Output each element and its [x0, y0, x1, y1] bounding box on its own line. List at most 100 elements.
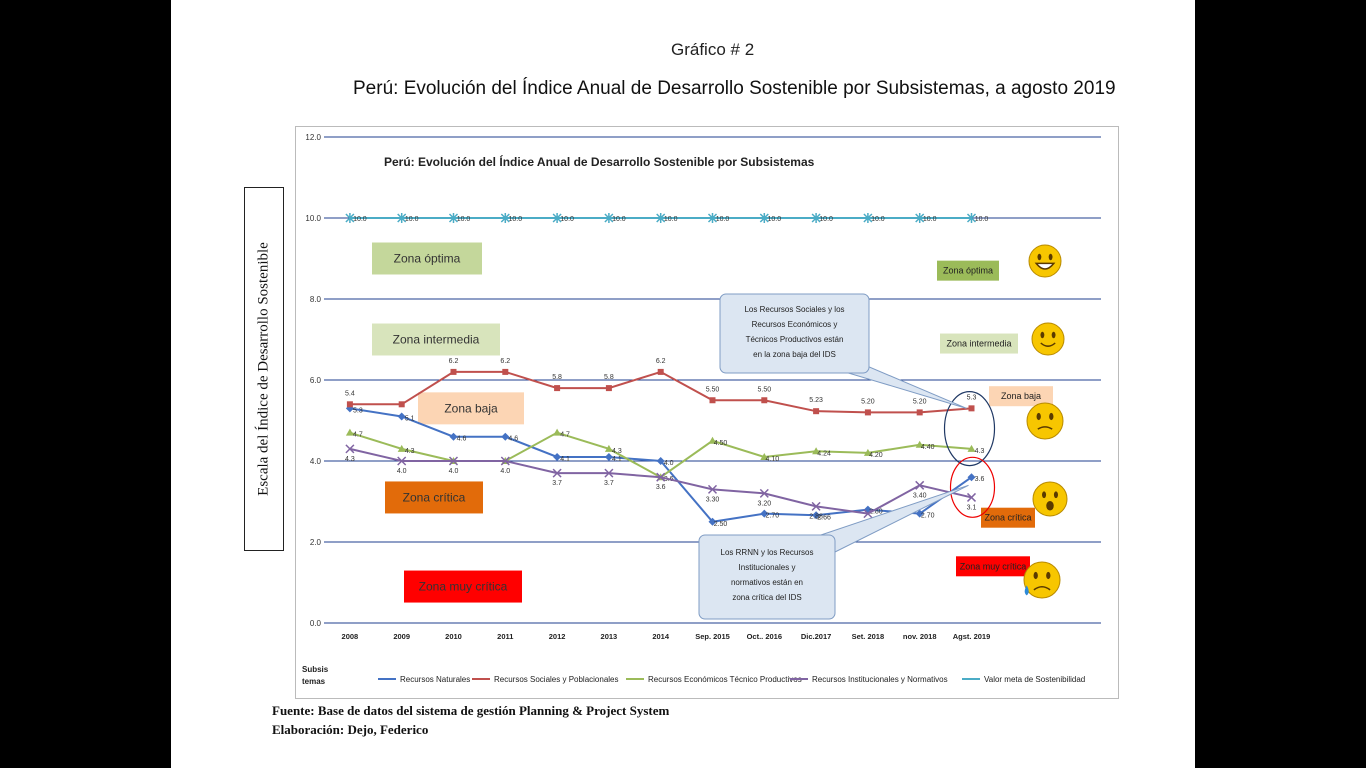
- data-point: [707, 213, 718, 223]
- legend-title: Subsis: [302, 665, 329, 674]
- data-point: [761, 397, 768, 404]
- callout-text: Los Recursos Sociales y los: [744, 305, 844, 314]
- right-zone-box: [956, 556, 1030, 577]
- legend-label: Recursos Institucionales y Normativos: [812, 675, 948, 684]
- data-label: 3.1: [967, 504, 977, 511]
- data-label: 5.50: [757, 386, 771, 393]
- shocked-face-icon: [1032, 481, 1068, 517]
- x-tick-label: 2013: [601, 632, 618, 641]
- zone-box: [418, 392, 524, 425]
- data-label: 4.1: [612, 456, 622, 463]
- data-point: [709, 397, 716, 404]
- right-zone-label: Zona baja: [1001, 391, 1041, 401]
- data-point: [759, 213, 769, 223]
- x-tick-label: 2011: [497, 632, 513, 641]
- callout-text: en la zona baja del IDS: [753, 350, 836, 359]
- data-label: 5.8: [604, 374, 614, 381]
- data-label: 5.50: [706, 386, 720, 393]
- data-label: 10.0: [405, 216, 419, 223]
- data-point: [345, 213, 355, 223]
- data-point: [812, 511, 821, 520]
- data-label: 2.50: [714, 521, 728, 528]
- data-point: [759, 488, 769, 498]
- zone-box: [385, 481, 483, 514]
- data-point: [604, 468, 614, 478]
- data-label: 4.20: [869, 452, 883, 459]
- data-point: [398, 401, 405, 408]
- data-label: 4.0: [397, 468, 407, 475]
- data-point: [967, 444, 976, 452]
- data-label: 4.6: [508, 436, 518, 443]
- legend-label: Recursos Naturales: [400, 675, 470, 684]
- data-label: 10.0: [716, 216, 730, 223]
- data-label: 10.0: [819, 216, 833, 223]
- data-label: 6.2: [500, 358, 510, 365]
- x-tick-label: 2008: [342, 632, 359, 641]
- data-point: [657, 368, 664, 375]
- data-point: [553, 428, 562, 436]
- data-label: 10.0: [353, 216, 367, 223]
- zone-label: Zona baja: [444, 401, 498, 415]
- data-point: [397, 456, 407, 466]
- chart-title: Perú: Evolución del Índice Anual de Desa…: [384, 154, 815, 169]
- data-label: 2.70: [921, 513, 935, 520]
- data-point: [915, 213, 925, 223]
- data-point: [500, 213, 510, 223]
- data-label: 4.24: [817, 450, 831, 457]
- data-point: [966, 492, 977, 502]
- right-zone-box: [981, 507, 1035, 528]
- y-tick-label: 4.0: [310, 457, 322, 466]
- data-label: 3.6: [656, 484, 666, 491]
- worried-face-icon-eye: [1036, 412, 1041, 421]
- data-point: [604, 444, 613, 452]
- callout-box: [719, 293, 870, 374]
- x-tick-label: Sep. 2015: [695, 632, 730, 641]
- worried-face-icon: [1026, 402, 1064, 440]
- smiling-face-icon-eye: [1040, 331, 1045, 339]
- data-label: 3.30: [706, 496, 720, 503]
- zone-label: Zona muy crítica: [419, 580, 508, 594]
- slide: Gráfico # 2 Perú: Evolución del Índice A…: [171, 0, 1195, 768]
- data-point: [916, 409, 923, 416]
- smiling-face-icon-eye: [1051, 331, 1056, 339]
- data-point: [397, 213, 407, 223]
- data-label: 2.70: [765, 513, 779, 520]
- x-tick-label: 2014: [652, 632, 670, 641]
- data-label: 4.0: [500, 468, 510, 475]
- data-label: 10.0: [560, 216, 574, 223]
- callout-text: Los RRNN y los Recursos: [721, 548, 814, 557]
- data-point: [552, 213, 562, 223]
- data-label: 10.0: [871, 216, 885, 223]
- y-tick-label: 0.0: [310, 619, 322, 628]
- data-label: 4.7: [353, 432, 363, 439]
- zone-box: [404, 570, 522, 603]
- zone-box: [372, 323, 500, 356]
- page-title: Perú: Evolución del Índice Anual de Desa…: [353, 78, 1116, 99]
- data-label: 2.80: [869, 509, 883, 516]
- data-label: 10.0: [975, 216, 989, 223]
- y-tick-label: 6.0: [310, 376, 322, 385]
- callout-text: zona crítica del IDS: [732, 593, 801, 602]
- data-point: [707, 484, 718, 494]
- data-point: [863, 213, 873, 223]
- callout-text: Institucionales y: [739, 563, 796, 572]
- smiling-face-icon-mouth: [1040, 342, 1056, 347]
- y-axis-label: Escala del Índice de Desarrollo Sostenib…: [255, 242, 272, 496]
- data-point: [863, 509, 873, 519]
- data-label: 3.40: [913, 492, 927, 499]
- data-label: 2.66: [817, 514, 831, 521]
- legend-label: Recursos Sociales y Poblacionales: [494, 675, 619, 684]
- data-point: [397, 444, 406, 452]
- data-point: [554, 385, 561, 392]
- data-point: [656, 213, 666, 223]
- data-label: 6.2: [449, 358, 459, 365]
- data-label: 5.3: [353, 407, 363, 414]
- data-point: [811, 213, 821, 223]
- grinning-face-icon: [1028, 244, 1062, 278]
- shocked-face-icon-mouth: [1046, 501, 1054, 511]
- worried-face-icon-eye: [1049, 412, 1054, 421]
- y-tick-label: 10.0: [305, 214, 321, 223]
- data-label: 10.0: [457, 216, 471, 223]
- zone-box: [372, 242, 482, 275]
- highlight-ellipse: [943, 391, 996, 467]
